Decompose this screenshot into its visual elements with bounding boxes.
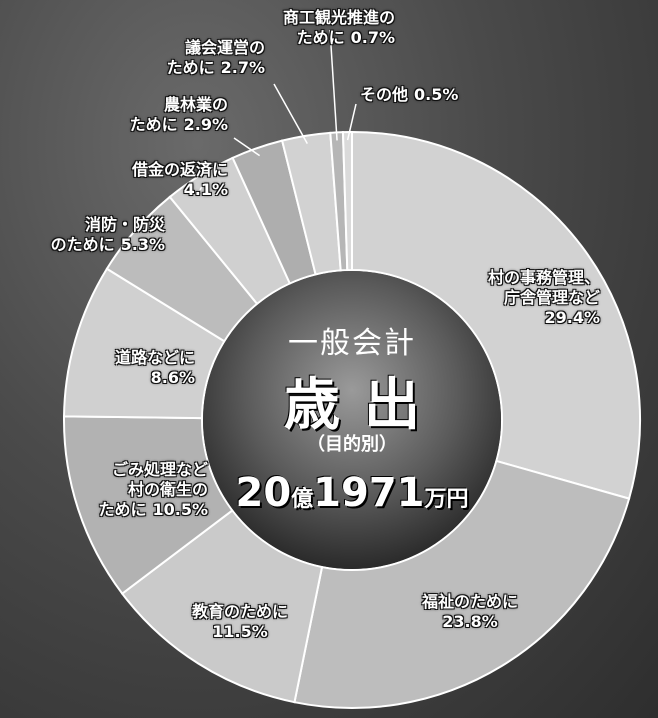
category-label: 議会運営の ために <box>166 38 265 77</box>
category-label: 商工観光推進の ために <box>282 8 395 47</box>
slice-label: 借金の返済に 4.1% <box>132 160 228 200</box>
value-label: 8.6% <box>150 368 195 387</box>
slice-label: ごみ処理など 村の衛生の ために 10.5% <box>98 460 208 520</box>
value-label: 4.1% <box>183 180 228 199</box>
slice-label: 消防・防災 のために 5.3% <box>51 215 165 255</box>
value-label: 2.7% <box>220 58 265 77</box>
category-label: 消防・防災 のために <box>50 215 165 254</box>
value-label: 2.9% <box>183 115 228 134</box>
total-part: 万円 <box>424 487 469 512</box>
category-label: その他 <box>360 85 409 104</box>
center-heading: 一般会計 <box>288 326 416 361</box>
slice-label: 商工観光推進の ために 0.7% <box>283 8 395 48</box>
center-title: 歳出 <box>284 373 444 438</box>
slice-label: 教育のために 11.5% <box>192 602 288 642</box>
wedge <box>293 459 631 709</box>
slice-label: 農林業の ために 2.9% <box>130 95 228 135</box>
center-total: 20億1971万円 <box>202 470 502 516</box>
category-label: ごみ処理など 村の衛生の ために <box>98 460 208 519</box>
leader-line <box>346 103 357 141</box>
slice-label: 福祉のために 23.8% <box>422 592 518 632</box>
total-part: 20 <box>235 470 292 516</box>
value-label: 23.8% <box>442 612 498 631</box>
category-label: 借金の返済に <box>131 160 228 179</box>
category-label: 農林業の ために <box>129 95 228 134</box>
category-label: 道路などに <box>114 348 195 367</box>
leader-line <box>329 29 338 141</box>
center-subtitle: （目的別） <box>307 434 397 455</box>
category-label: 教育のために <box>191 602 289 621</box>
leader-line <box>199 181 205 191</box>
slice-label: 村の事務管理、 庁舎管理など 29.4% <box>488 268 600 328</box>
value-label: 5.3% <box>120 235 165 254</box>
category-label: 福祉のために <box>421 592 519 611</box>
category-label: 村の事務管理、 庁舎管理など <box>487 268 600 307</box>
slice-label: 道路などに 8.6% <box>115 348 195 388</box>
value-label: 11.5% <box>212 622 268 641</box>
value-label: 0.5% <box>414 85 459 104</box>
slice-label: その他 0.5% <box>360 85 458 105</box>
leader-line <box>233 137 261 157</box>
value-label: 0.7% <box>350 28 395 47</box>
leader-line <box>273 83 308 144</box>
total-part: 1971 <box>313 470 425 516</box>
wedge <box>341 130 353 272</box>
total-part: 億 <box>291 487 314 512</box>
center-disc <box>203 271 501 569</box>
wedge <box>351 130 641 500</box>
value-label: 10.5% <box>152 500 208 519</box>
value-label: 29.4% <box>544 308 600 327</box>
slice-label: 議会運営の ために 2.7% <box>167 38 265 78</box>
